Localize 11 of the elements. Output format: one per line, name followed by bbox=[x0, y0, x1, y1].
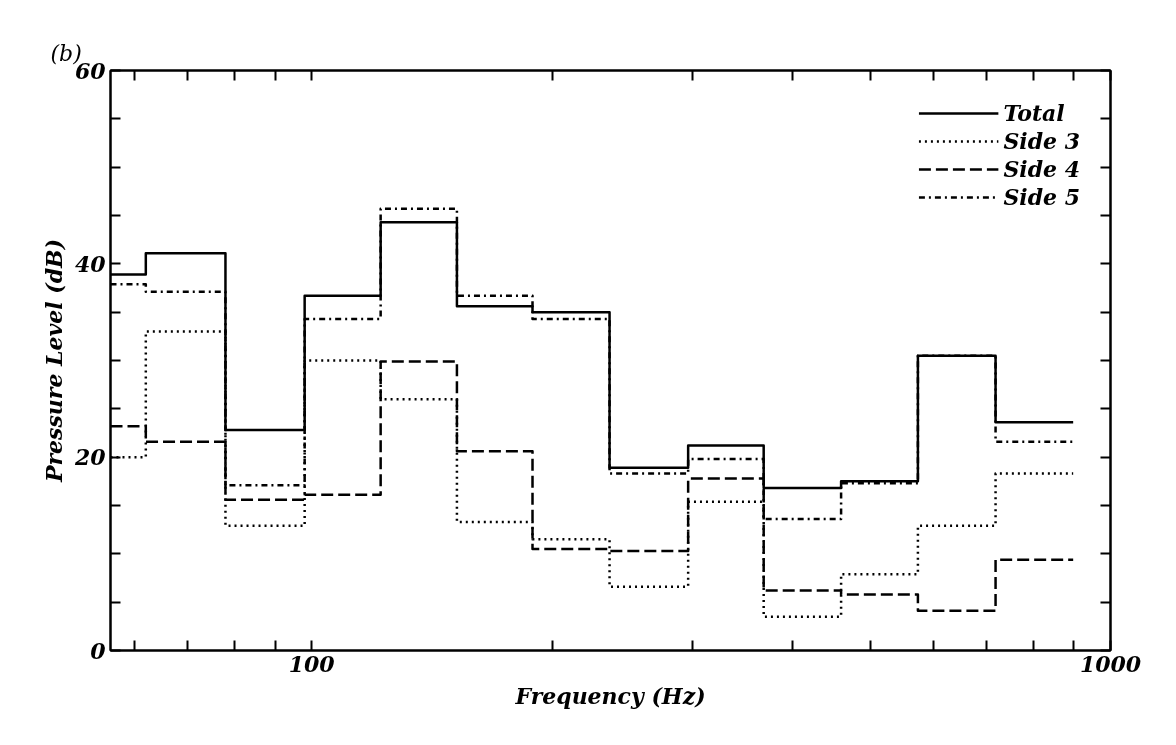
legend-label: Side 3 bbox=[1003, 128, 1080, 154]
x-tick-label: 100 bbox=[288, 650, 336, 677]
x-axis-title: Frequency (Hz) bbox=[514, 682, 706, 709]
y-axis-title: Pressure Level (dB) bbox=[40, 238, 67, 484]
legend-label: Total bbox=[1003, 100, 1065, 126]
legend-label: Side 4 bbox=[1003, 156, 1080, 182]
y-tick-label: 0 bbox=[90, 637, 107, 664]
legend-label: Side 5 bbox=[1003, 184, 1080, 210]
y-tick-label: 40 bbox=[74, 250, 107, 277]
y-tick-label: 20 bbox=[73, 444, 107, 471]
x-tick-label: 1000 bbox=[1079, 650, 1142, 677]
